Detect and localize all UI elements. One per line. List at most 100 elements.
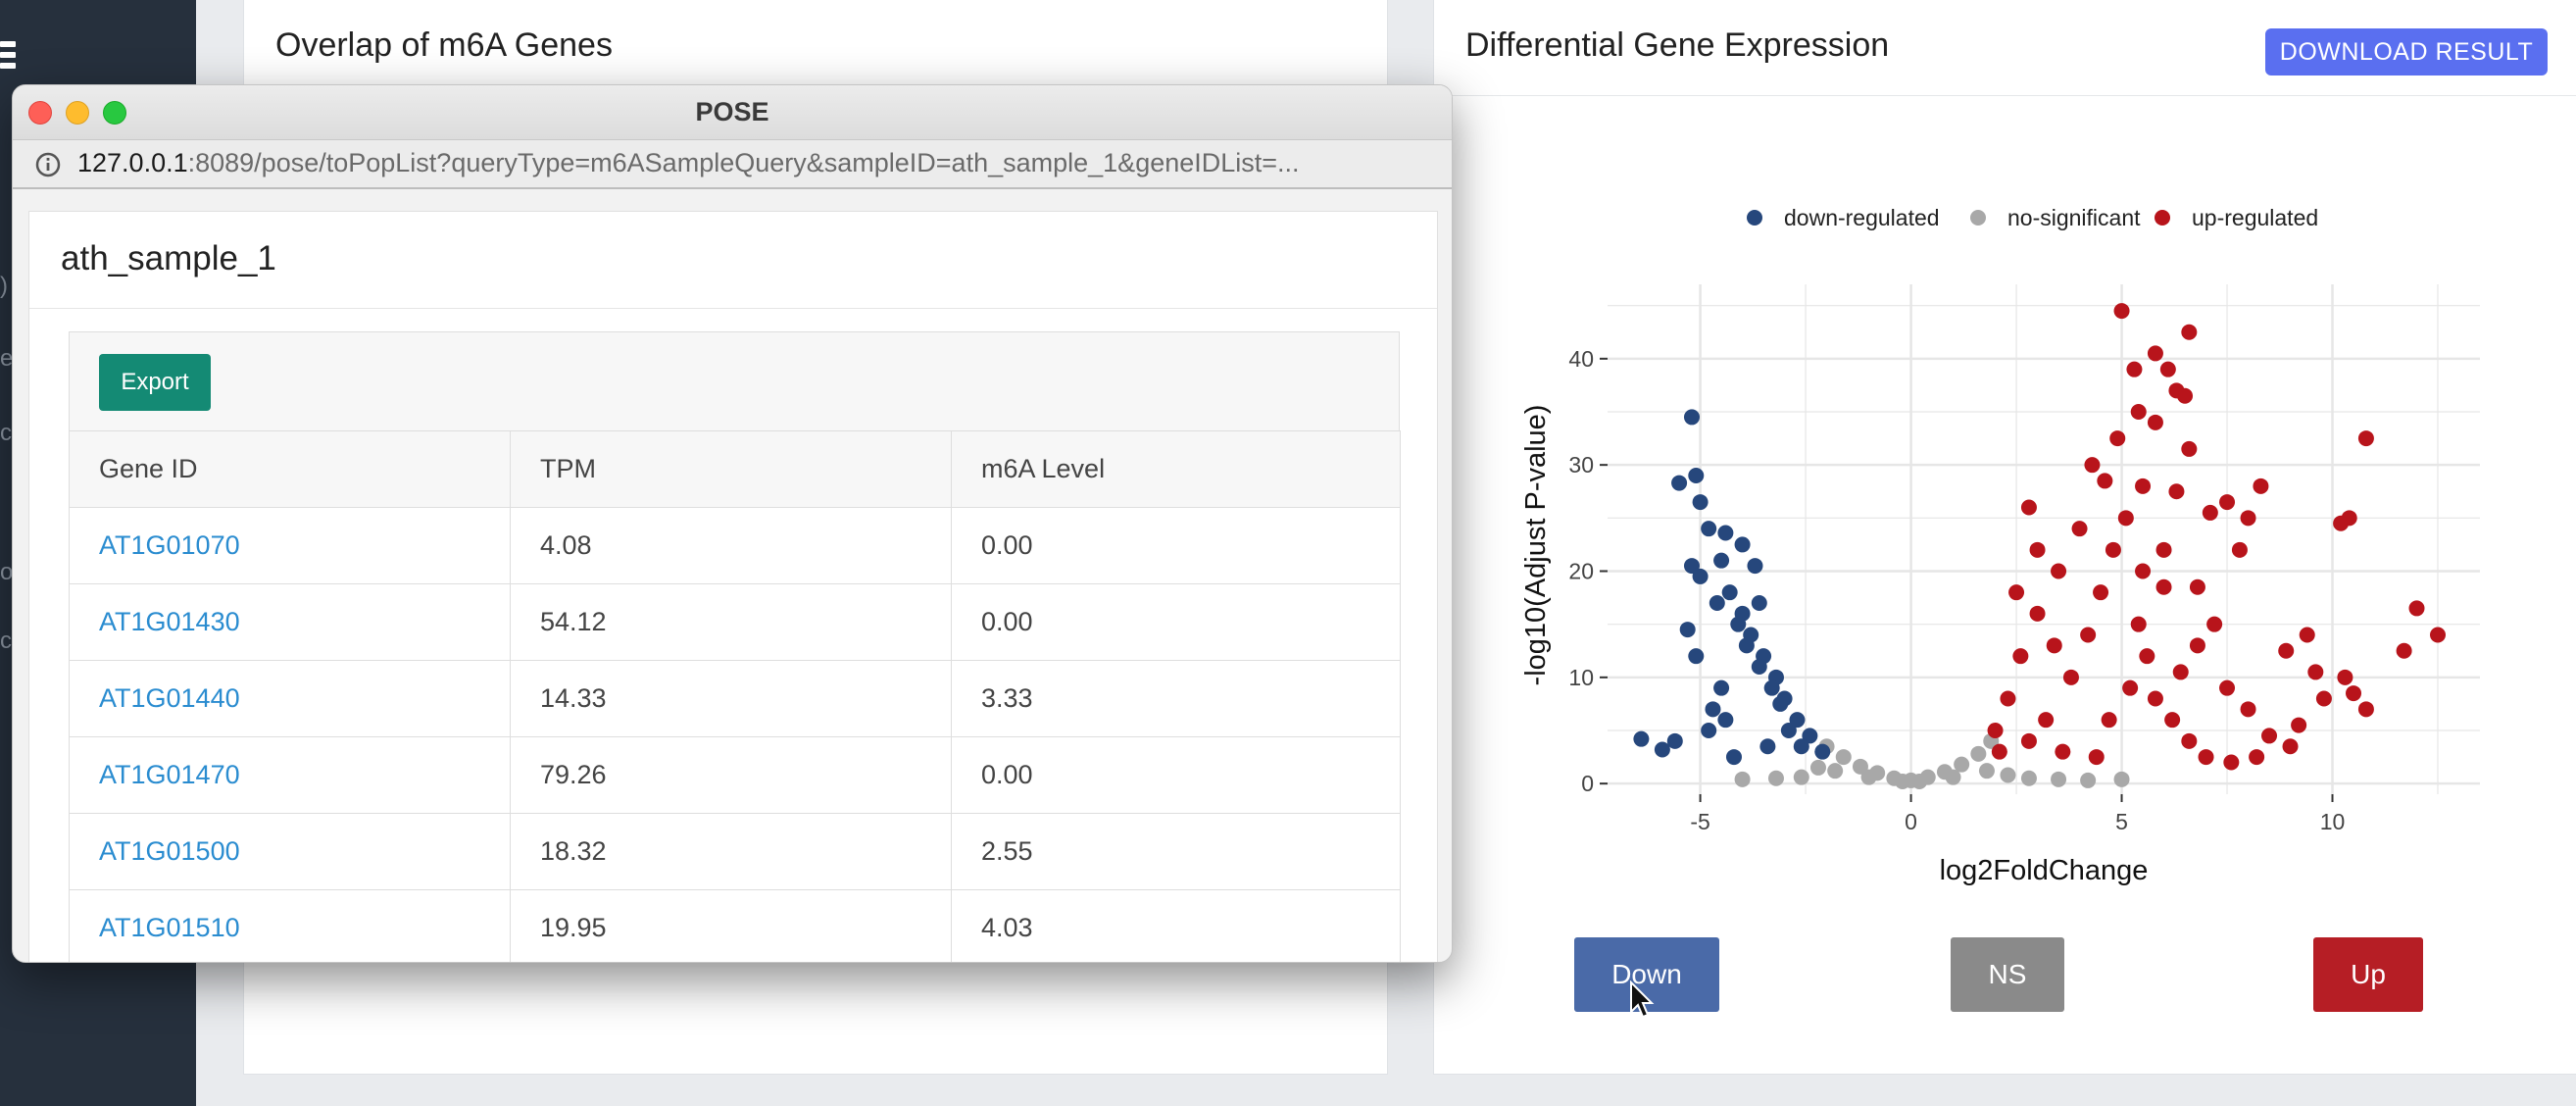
- data-point: [1793, 738, 1809, 755]
- tpm-cell: 19.95: [510, 889, 952, 962]
- data-point: [2147, 414, 2163, 430]
- data-point: [2282, 738, 2299, 755]
- legend-label: down-regulated: [1784, 205, 1940, 230]
- legend-label: up-regulated: [2192, 205, 2318, 230]
- table-row: AT1G01510 19.95 4.03: [69, 889, 1401, 962]
- data-point: [1701, 521, 1717, 537]
- data-point: [2357, 701, 2374, 718]
- data-point: [2029, 541, 2046, 558]
- data-point: [2020, 732, 2037, 749]
- content-divider: [29, 308, 1437, 309]
- m6a-level-cell: 4.03: [951, 889, 1401, 962]
- address-bar[interactable]: 127.0.0.1:8089/pose/toPopList?queryType=…: [13, 140, 1452, 189]
- data-point: [1666, 732, 1683, 749]
- sidebar-item-fragment[interactable]: c: [0, 628, 12, 654]
- data-point: [1763, 679, 1780, 696]
- data-point: [2341, 510, 2357, 527]
- data-point: [2088, 749, 2105, 766]
- data-point: [1734, 771, 1751, 787]
- menu-toggle-icon[interactable]: [0, 41, 16, 71]
- popup-content: ath_sample_1 Export Gene ID TPM m6A Leve…: [28, 211, 1438, 962]
- y-tick-label: 20: [1568, 559, 1594, 584]
- data-point: [1713, 552, 1730, 569]
- data-point: [1692, 494, 1709, 511]
- data-point: [2000, 690, 2016, 707]
- data-point: [1654, 741, 1670, 758]
- data-point: [2105, 541, 2121, 558]
- data-point: [1827, 763, 1844, 779]
- data-point: [2346, 685, 2362, 702]
- legend-swatch: [1970, 210, 1986, 226]
- gene-id-link[interactable]: AT1G01440: [69, 660, 511, 737]
- download-result-button[interactable]: DOWNLOAD RESULT: [2265, 28, 2548, 75]
- sidebar-item-fragment[interactable]: o: [0, 559, 14, 585]
- gene-id-link[interactable]: AT1G01500: [69, 813, 511, 890]
- export-button[interactable]: Export: [99, 354, 211, 411]
- mouse-cursor-icon: [1630, 980, 1655, 1019]
- data-point: [2223, 754, 2240, 771]
- info-icon[interactable]: [34, 151, 62, 178]
- dge-panel: Differential Gene Expression DOWNLOAD RE…: [1433, 0, 2576, 1075]
- filter-up-button[interactable]: Up: [2313, 937, 2423, 1012]
- close-window-icon[interactable]: [28, 101, 52, 125]
- data-point: [2122, 679, 2139, 696]
- gene-id-link[interactable]: AT1G01430: [69, 583, 511, 661]
- data-point: [1701, 723, 1717, 738]
- column-header[interactable]: Gene ID: [69, 430, 511, 508]
- data-point: [1725, 749, 1742, 766]
- data-point: [1705, 701, 1721, 718]
- data-point: [2084, 457, 2101, 474]
- zoom-window-icon[interactable]: [103, 101, 126, 125]
- data-point: [2117, 510, 2134, 527]
- data-point: [1759, 738, 1776, 755]
- y-axis-label: -log10(Adjust P-value): [1520, 405, 1552, 686]
- data-point: [2253, 478, 2269, 494]
- x-tick-label: 5: [2115, 809, 2128, 834]
- gene-id-link[interactable]: AT1G01070: [69, 507, 511, 584]
- window-titlebar[interactable]: POSE: [13, 85, 1452, 140]
- column-header[interactable]: m6A Level: [951, 430, 1401, 508]
- data-point: [2135, 563, 2152, 579]
- data-point: [2357, 430, 2374, 447]
- data-point: [1683, 409, 1700, 426]
- tpm-cell: 4.08: [510, 507, 952, 584]
- data-point: [2008, 584, 2025, 601]
- table-row: AT1G01430 54.12 0.00: [69, 583, 1401, 661]
- pose-popup-window: POSE 127.0.0.1:8089/pose/toPopList?query…: [12, 84, 1453, 963]
- sidebar-item-fragment[interactable]: c: [0, 420, 12, 446]
- m6a-level-cell: 2.55: [951, 813, 1401, 890]
- gene-id-link[interactable]: AT1G01470: [69, 736, 511, 814]
- data-point: [2177, 387, 2194, 404]
- data-point: [1772, 695, 1789, 712]
- x-tick-label: -5: [1690, 809, 1709, 834]
- plot-axes: -5 0 5 10 0 10 20 30 40: [1568, 346, 2345, 834]
- data-point: [1793, 769, 1809, 785]
- x-tick-label: 0: [1905, 809, 1917, 834]
- data-point: [2135, 478, 2152, 494]
- data-point: [1809, 759, 1826, 776]
- data-point: [1970, 745, 1987, 762]
- tpm-cell: 79.26: [510, 736, 952, 814]
- data-point: [2055, 743, 2071, 760]
- url-host: 127.0.0.1: [77, 148, 188, 177]
- url-text[interactable]: 127.0.0.1:8089/pose/toPopList?queryType=…: [77, 148, 1300, 178]
- table-row: AT1G01440 14.33 3.33: [69, 660, 1401, 737]
- data-point: [2000, 767, 2016, 783]
- data-point: [1721, 584, 1738, 601]
- sidebar-item-fragment[interactable]: e: [0, 345, 14, 372]
- data-point: [2164, 712, 2181, 729]
- plot-grid: [1608, 284, 2480, 794]
- data-point: [2051, 563, 2067, 579]
- data-point: [2408, 600, 2425, 617]
- filter-ns-button[interactable]: NS: [1951, 937, 2064, 1012]
- minimize-window-icon[interactable]: [66, 101, 89, 125]
- sidebar-item-fragment[interactable]: ): [0, 273, 8, 299]
- column-header[interactable]: TPM: [510, 430, 952, 508]
- gene-table-container: Export Gene ID TPM m6A Level AT1G01070 4…: [69, 331, 1401, 962]
- gene-id-link[interactable]: AT1G01510: [69, 889, 511, 962]
- data-point: [2130, 404, 2147, 420]
- data-point: [1738, 637, 1755, 654]
- data-point: [2219, 494, 2236, 511]
- data-point: [1679, 622, 1696, 638]
- data-point: [1991, 743, 2007, 760]
